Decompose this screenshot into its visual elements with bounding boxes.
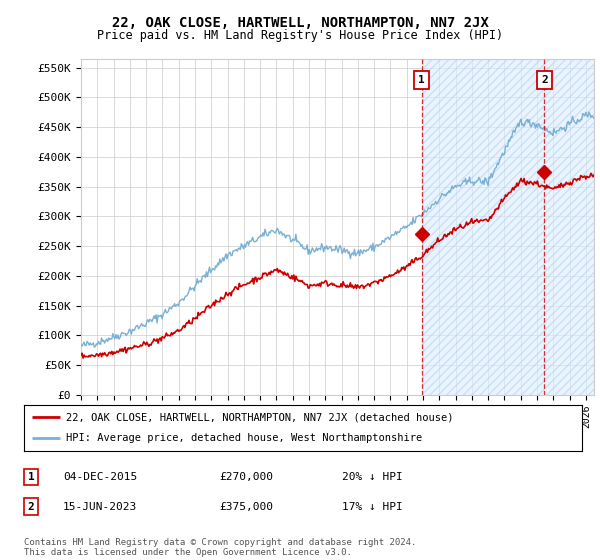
Text: Price paid vs. HM Land Registry's House Price Index (HPI): Price paid vs. HM Land Registry's House … [97,29,503,42]
Text: 20% ↓ HPI: 20% ↓ HPI [342,472,403,482]
Text: 22, OAK CLOSE, HARTWELL, NORTHAMPTON, NN7 2JX: 22, OAK CLOSE, HARTWELL, NORTHAMPTON, NN… [112,16,488,30]
Text: HPI: Average price, detached house, West Northamptonshire: HPI: Average price, detached house, West… [66,433,422,444]
Text: 1: 1 [418,74,425,85]
Text: 15-JUN-2023: 15-JUN-2023 [63,502,137,512]
Text: 17% ↓ HPI: 17% ↓ HPI [342,502,403,512]
Bar [422,59,594,395]
Bar [422,59,594,395]
Text: 2: 2 [541,74,548,85]
Text: 22, OAK CLOSE, HARTWELL, NORTHAMPTON, NN7 2JX (detached house): 22, OAK CLOSE, HARTWELL, NORTHAMPTON, NN… [66,412,454,422]
Text: Contains HM Land Registry data © Crown copyright and database right 2024.
This d: Contains HM Land Registry data © Crown c… [24,538,416,557]
Text: 04-DEC-2015: 04-DEC-2015 [63,472,137,482]
Text: 1: 1 [28,472,35,482]
Text: £375,000: £375,000 [219,502,273,512]
Text: 2: 2 [28,502,35,512]
Text: £270,000: £270,000 [219,472,273,482]
